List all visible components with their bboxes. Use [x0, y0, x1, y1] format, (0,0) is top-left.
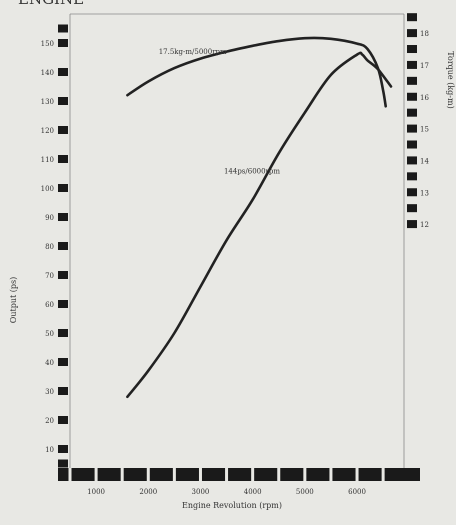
x-axis-minor-gap — [68, 468, 72, 481]
right-axis-tick — [407, 188, 417, 197]
x-axis-tick-label: 5000 — [296, 488, 314, 496]
x-axis-tick — [355, 468, 359, 481]
series-layer: 17.5kg-m/5000rpm 144ps/6000rpm — [126, 36, 393, 399]
x-axis-ticks: 1000 2000 3000 4000 5000 6000 — [68, 468, 385, 496]
left-axis-tick-label: 30 — [45, 388, 54, 396]
left-axis-tick-label: 60 — [45, 301, 54, 309]
left-axis-tick — [58, 68, 68, 76]
x-axis-tick — [251, 468, 255, 481]
header-fragment: ENGINE — [18, 0, 84, 8]
x-axis-minor-gap — [172, 468, 176, 481]
x-axis-minor-gap — [120, 468, 124, 481]
right-axis-spacer-block — [407, 172, 417, 181]
right-axis-spacer-block — [407, 13, 417, 22]
x-axis-minor-gap — [381, 468, 385, 481]
left-axis-tick — [58, 271, 68, 279]
left-axis-tick — [58, 155, 68, 163]
right-axis-label: Torque (kg-m) — [446, 51, 455, 108]
left-axis-tick — [58, 97, 68, 105]
x-axis-tick-label: 6000 — [348, 488, 366, 496]
left-axis-tick-label: 120 — [41, 127, 54, 135]
left-axis-tick-label: 50 — [45, 330, 54, 338]
right-axis-tick-label: 15 — [420, 126, 429, 134]
left-axis-spacer-block — [58, 459, 68, 468]
x-axis-tick — [146, 468, 150, 481]
left-axis-tick-label: 130 — [41, 98, 54, 106]
right-axis-tick — [407, 220, 417, 229]
left-axis-tick — [58, 184, 68, 192]
x-axis-tick-label: 1000 — [87, 488, 105, 496]
right-axis-spacer-block — [407, 45, 417, 54]
right-axis-spacer-block — [407, 204, 417, 213]
left-axis-spacer-block — [58, 24, 68, 33]
left-axis-tick — [58, 329, 68, 337]
left-axis-ticks: 10 20 30 40 50 60 70 80 90 100 110 120 130 140 150 — [41, 24, 68, 468]
output-annotation: 144ps/6000rpm — [224, 168, 280, 176]
right-axis-tick-label: 12 — [420, 221, 429, 229]
x-axis-tick — [303, 468, 307, 481]
left-axis-tick-label: 10 — [45, 446, 54, 454]
x-axis-minor-gap — [329, 468, 333, 481]
x-axis-band — [58, 468, 420, 481]
right-axis-tick-label: 18 — [420, 30, 429, 38]
x-axis-tick — [198, 468, 202, 481]
right-axis-tick — [407, 92, 417, 101]
left-axis-tick-label: 40 — [45, 359, 54, 367]
right-axis-tick — [407, 124, 417, 133]
left-axis-tick — [58, 358, 68, 366]
torque-annotation: 17.5kg-m/5000rpm — [159, 48, 227, 56]
x-axis-tick — [94, 468, 98, 481]
right-axis-spacer-block — [407, 140, 417, 149]
left-axis-tick — [58, 445, 68, 453]
left-axis-tick-label: 110 — [41, 156, 54, 164]
right-axis-spacer-block — [407, 108, 417, 117]
x-axis-tick-label: 4000 — [244, 488, 262, 496]
left-axis-tick — [58, 213, 68, 221]
left-axis-tick-label: 80 — [45, 243, 54, 251]
left-axis-label: Output (ps) — [9, 277, 18, 323]
right-axis-tick — [407, 156, 417, 165]
left-axis-tick — [58, 416, 68, 424]
right-axis-tick — [407, 60, 417, 69]
left-axis-tick-label: 150 — [41, 40, 54, 48]
right-axis-tick — [407, 29, 417, 38]
series-line-1 — [126, 36, 387, 108]
left-axis-tick-label: 100 — [41, 185, 54, 193]
x-axis-tick-label: 2000 — [139, 488, 157, 496]
series-line-2 — [126, 51, 393, 399]
left-axis-tick-label: 20 — [45, 417, 54, 425]
x-axis-minor-gap — [225, 468, 229, 481]
left-axis-tick — [58, 300, 68, 308]
left-axis-tick — [58, 387, 68, 395]
right-axis-ticks: 12 13 14 15 16 17 18 — [407, 13, 429, 229]
left-axis-tick-label: 90 — [45, 214, 54, 222]
left-axis-tick — [58, 39, 68, 47]
left-axis-tick — [58, 242, 68, 250]
right-axis-tick-label: 13 — [420, 189, 429, 197]
x-axis-minor-gap — [277, 468, 281, 481]
right-axis-spacer-block — [407, 76, 417, 85]
left-axis-tick-label: 70 — [45, 272, 54, 280]
x-axis-label: Engine Revolution (rpm) — [182, 501, 282, 510]
right-axis-tick-label: 14 — [420, 157, 429, 165]
left-axis-tick-label: 140 — [41, 69, 54, 77]
x-axis-tick-label: 3000 — [192, 488, 210, 496]
right-axis-tick-label: 17 — [420, 62, 429, 70]
right-axis-tick-label: 16 — [420, 94, 429, 102]
left-axis-tick — [58, 126, 68, 134]
